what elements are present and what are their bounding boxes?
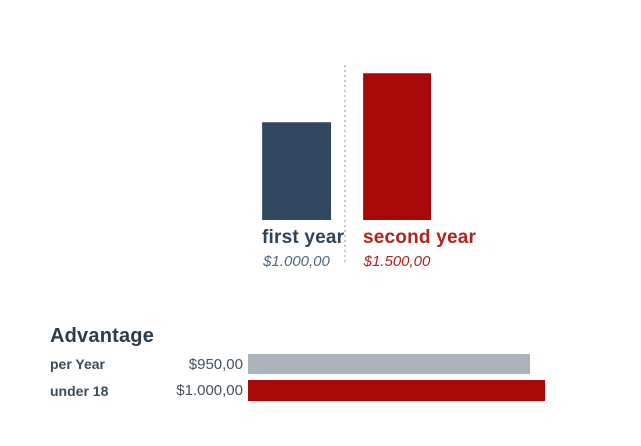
first-year-bar [262, 122, 331, 220]
dotted-divider-line [344, 65, 346, 263]
first-year-value: $1.000,00 [263, 253, 330, 270]
advantage-row-per-year: per Year $950,00 [50, 354, 530, 374]
advantage-heading: Advantage [50, 325, 155, 347]
advantage-row-under-18: under 18 $1.000,00 [50, 380, 545, 401]
advantage-row-label: under 18 [50, 382, 109, 399]
advantage-bar-under-18 [248, 380, 545, 401]
advantage-row-value: $950,00 [188, 355, 243, 373]
second-year-label: second year [363, 227, 477, 248]
second-year-bar [363, 73, 431, 220]
second-year-column: second year $1.500,00 [363, 73, 477, 270]
first-year-column: first year $1.000,00 [262, 73, 345, 270]
first-year-label: first year [262, 227, 345, 248]
year-comparison-chart: first year $1.000,00 second year $1.500,… [262, 65, 477, 270]
advantage-bar-per-year [248, 354, 530, 374]
advantage-row-value: $1.000,00 [176, 382, 243, 399]
advantage-row-label: per Year [50, 356, 106, 372]
first-year-bar-zone [262, 73, 331, 220]
second-year-value: $1.500,00 [363, 253, 431, 270]
second-year-bar-zone [363, 73, 431, 220]
